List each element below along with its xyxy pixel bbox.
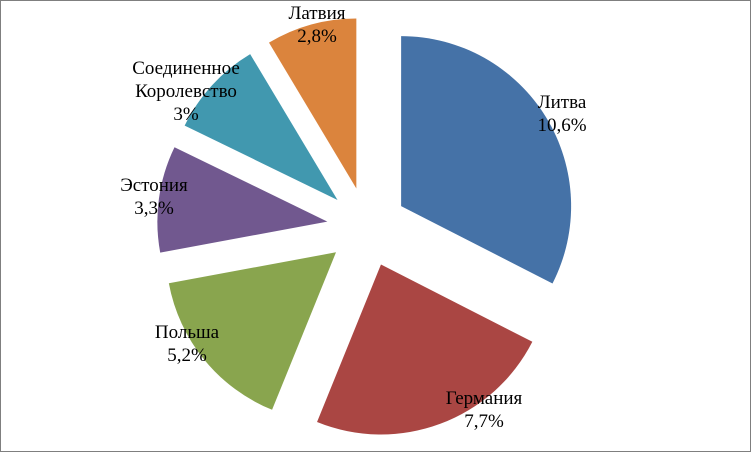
labels-layer: Литва 10,6%Германия 7,7%Польша 5,2%Эстония 3… <box>120 3 587 432</box>
slice-0 <box>401 36 572 284</box>
slice-2 <box>168 252 337 410</box>
slice-value-label: 5,2% <box>167 345 207 366</box>
slice-label-3: Эстония 3,3% <box>120 175 188 219</box>
slice-value-label: 3% <box>173 104 199 125</box>
slice-name-label: Литва <box>538 92 587 113</box>
slice-3 <box>157 147 328 253</box>
slice-name-label: Латвия <box>288 3 345 24</box>
slice-name-label: Германия <box>446 388 523 409</box>
slice-5 <box>268 18 357 189</box>
slices-layer <box>157 18 572 435</box>
slice-name-label: Соединенное <box>132 58 240 79</box>
slice-value-label: 2,8% <box>297 26 337 47</box>
slice-name-label: Королевство <box>135 81 237 102</box>
slice-1 <box>317 264 533 435</box>
slice-value-label: 10,6% <box>537 115 586 136</box>
slice-name-label: Эстония <box>120 175 188 196</box>
slice-label-0: Литва 10,6% <box>537 92 586 136</box>
slice-name-label: Польша <box>155 322 220 343</box>
slice-4 <box>184 54 338 200</box>
slice-label-2: Польша 5,2% <box>155 322 220 366</box>
slice-label-4: Соединенное Королевство 3% <box>132 58 240 125</box>
slice-label-5: Латвия 2,8% <box>288 3 345 47</box>
slice-label-1: Германия 7,7% <box>446 388 523 432</box>
slice-value-label: 7,7% <box>464 411 504 432</box>
slice-value-label: 3,3% <box>134 198 174 219</box>
